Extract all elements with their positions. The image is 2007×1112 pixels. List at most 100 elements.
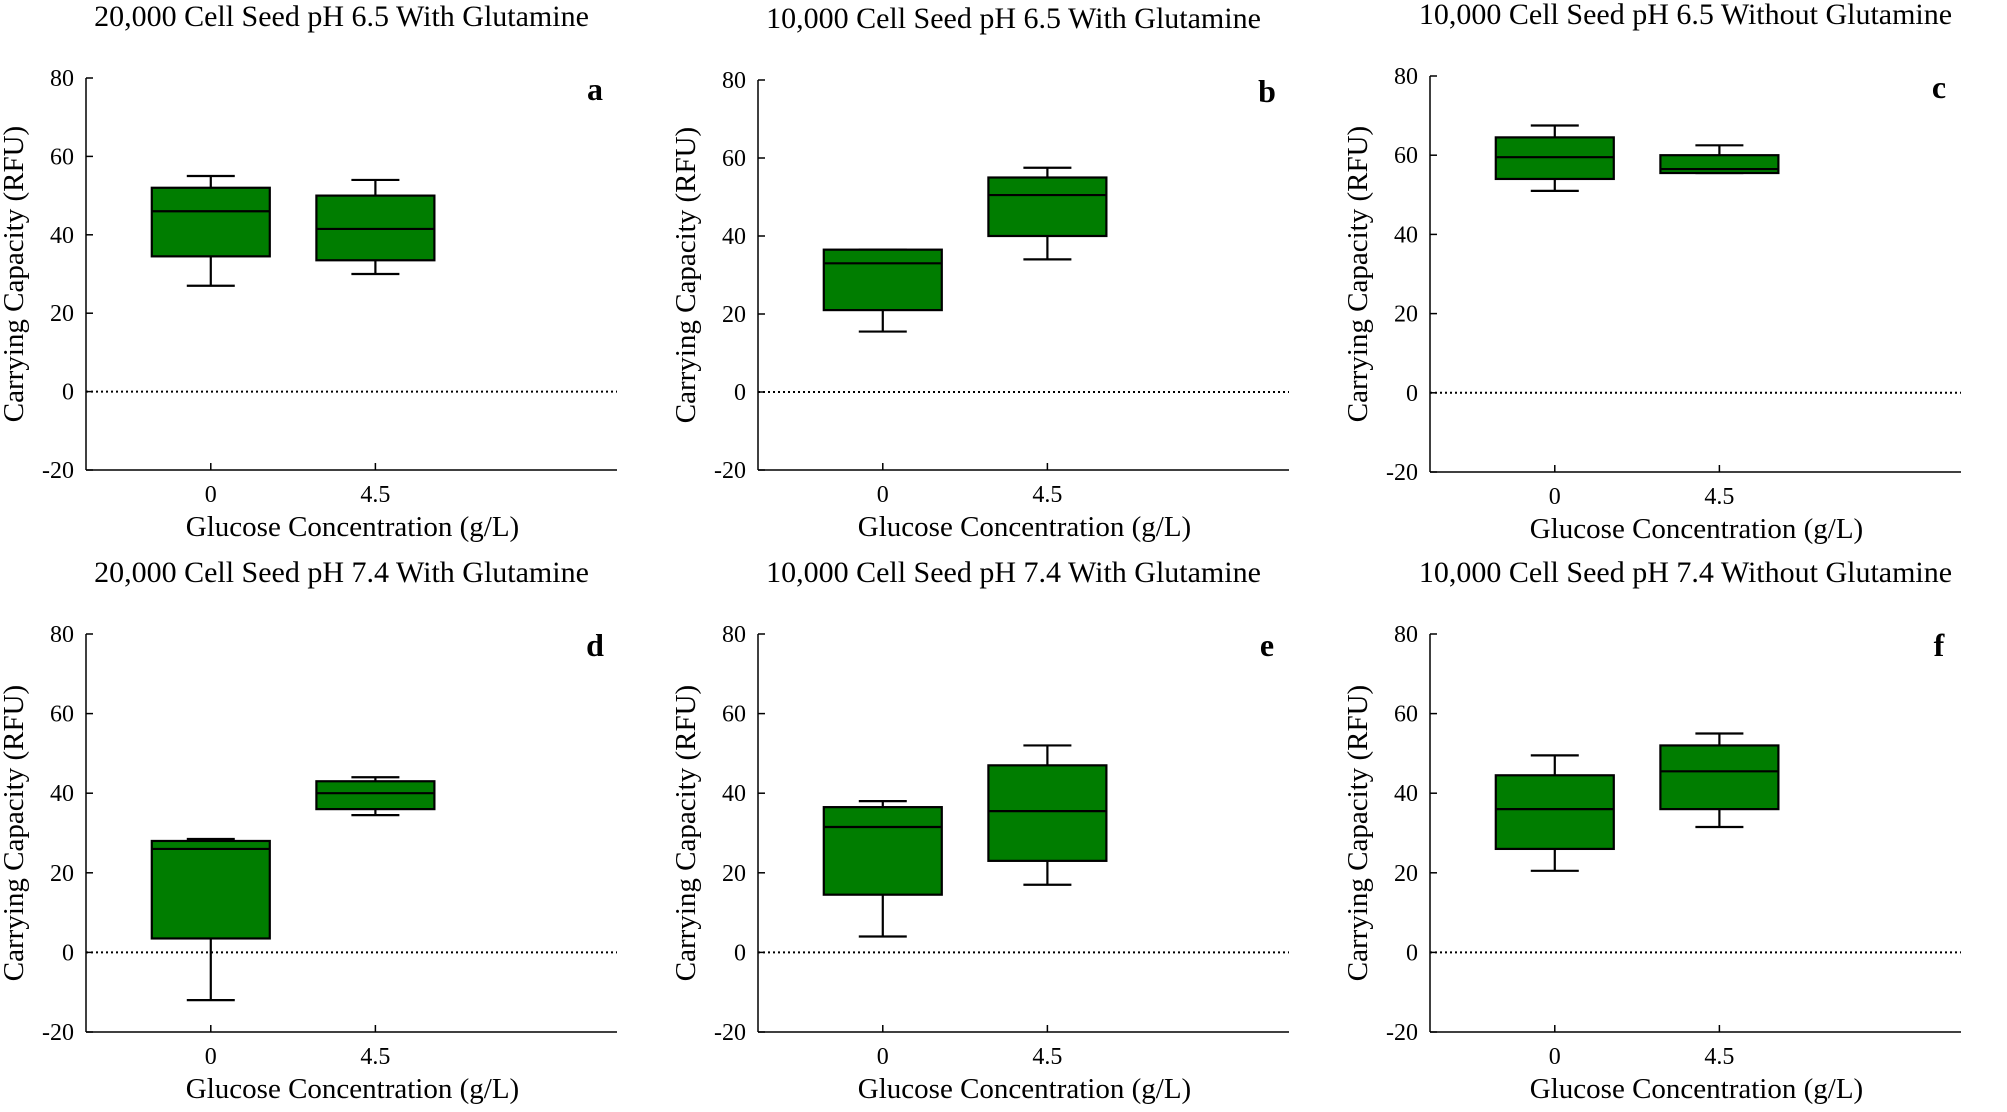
- x-axis-label: Glucose Concentration (g/L): [858, 511, 1191, 543]
- panel-e: 10,000 Cell Seed pH 7.4 With Glutamine e -…: [670, 556, 1289, 1105]
- y-tick-label: 60: [722, 146, 746, 172]
- panel-f: 10,000 Cell Seed pH 7.4 Without Glutamin…: [1342, 556, 1961, 1105]
- box-0: [822, 800, 943, 938]
- y-tick-label: -20: [42, 458, 74, 484]
- box-0: [1494, 124, 1615, 192]
- box-0: [150, 174, 271, 287]
- y-tick-label: 0: [734, 940, 746, 966]
- x-tick-label: 0: [1549, 1044, 1561, 1070]
- x-tick-label: 4.5: [1032, 1044, 1062, 1070]
- panel-title: 20,000 Cell Seed pH 7.4 With Glutamine: [94, 556, 589, 589]
- panel-b: 10,000 Cell Seed pH 6.5 With Glutamine b -…: [670, 2, 1289, 543]
- x-axis-label: Glucose Concentration (g/L): [186, 1073, 519, 1105]
- panel-a: 20,000 Cell Seed pH 6.5 With Glutamine a -…: [0, 0, 617, 543]
- y-tick-label: 80: [722, 622, 746, 648]
- iqr-box: [822, 806, 943, 896]
- y-tick-label: -20: [1386, 460, 1418, 486]
- y-tick-label: -20: [714, 1020, 746, 1046]
- y-tick-label: 0: [1406, 381, 1418, 407]
- panel-letter: d: [586, 627, 604, 663]
- y-tick-label: 40: [1394, 781, 1418, 807]
- iqr-box: [1659, 744, 1780, 811]
- y-tick-label: 20: [722, 302, 746, 328]
- y-tick-label: 0: [1406, 940, 1418, 966]
- iqr-box: [987, 764, 1108, 862]
- panel-c: 10,000 Cell Seed pH 6.5 Without Glutamin…: [1342, 0, 1961, 545]
- panel-letter: b: [1258, 73, 1276, 109]
- x-tick-label: 4.5: [1032, 482, 1062, 508]
- panel-d: 20,000 Cell Seed pH 7.4 With Glutamine d -…: [0, 556, 617, 1105]
- panel-title: 10,000 Cell Seed pH 7.4 With Glutamine: [766, 556, 1261, 589]
- y-axis-label: Carrying Capacity (RFU): [1342, 126, 1374, 422]
- y-tick-label: 80: [722, 68, 746, 94]
- panel-title: 10,000 Cell Seed pH 6.5 Without Glutamin…: [1419, 0, 1952, 31]
- panel-letter: a: [587, 71, 603, 107]
- x-axis-label: Glucose Concentration (g/L): [858, 1073, 1191, 1105]
- x-tick-label: 4.5: [360, 482, 390, 508]
- y-tick-label: 60: [722, 702, 746, 728]
- x-tick-label: 0: [877, 1044, 889, 1070]
- y-tick-label: 80: [50, 66, 74, 92]
- y-axis-label: Carrying Capacity (RFU): [670, 127, 702, 423]
- x-tick-label: 4.5: [1704, 484, 1734, 510]
- iqr-box: [150, 186, 271, 258]
- y-tick-label: 0: [62, 380, 74, 406]
- x-tick-label: 4.5: [360, 1044, 390, 1070]
- y-tick-label: 0: [62, 940, 74, 966]
- iqr-box: [1659, 154, 1780, 175]
- x-tick-label: 4.5: [1704, 1044, 1734, 1070]
- panel-letter: e: [1260, 627, 1274, 663]
- y-tick-label: 0: [734, 380, 746, 406]
- iqr-box: [1494, 774, 1615, 851]
- box-0: [150, 837, 271, 1002]
- box-4-5: [987, 744, 1108, 886]
- y-tick-label: 40: [1394, 222, 1418, 248]
- iqr-box: [315, 780, 436, 811]
- iqr-box: [150, 839, 271, 940]
- y-axis-label: Carrying Capacity (RFU): [670, 685, 702, 981]
- y-tick-label: -20: [42, 1020, 74, 1046]
- y-axis-label: Carrying Capacity (RFU): [0, 126, 30, 422]
- y-tick-label: 60: [1394, 143, 1418, 169]
- y-tick-label: 20: [50, 301, 74, 327]
- y-tick-label: 40: [722, 781, 746, 807]
- box-4-5: [987, 166, 1108, 261]
- y-axis-label: Carrying Capacity (RFU): [1342, 685, 1374, 981]
- y-tick-label: 20: [1394, 861, 1418, 887]
- panel-title: 10,000 Cell Seed pH 7.4 Without Glutamin…: [1419, 556, 1952, 589]
- box-4-5: [315, 178, 436, 276]
- y-tick-label: 20: [1394, 302, 1418, 328]
- box-0: [1494, 754, 1615, 872]
- box-4-5: [315, 776, 436, 817]
- box-4-5: [1659, 144, 1780, 175]
- box-0: [822, 248, 943, 333]
- iqr-box: [987, 176, 1108, 238]
- y-tick-label: -20: [714, 458, 746, 484]
- x-tick-label: 0: [205, 482, 217, 508]
- y-tick-label: 80: [1394, 64, 1418, 90]
- x-axis-label: Glucose Concentration (g/L): [1530, 513, 1863, 545]
- panel-letter: c: [1932, 69, 1946, 105]
- y-tick-label: 60: [50, 144, 74, 170]
- y-axis-label: Carrying Capacity (RFU): [0, 685, 30, 981]
- panel-title: 10,000 Cell Seed pH 6.5 With Glutamine: [766, 2, 1261, 35]
- x-axis-label: Glucose Concentration (g/L): [186, 511, 519, 543]
- x-tick-label: 0: [877, 482, 889, 508]
- y-tick-label: 60: [50, 702, 74, 728]
- y-tick-label: 80: [1394, 622, 1418, 648]
- iqr-box: [822, 248, 943, 312]
- y-tick-label: 40: [50, 223, 74, 249]
- panel-title: 20,000 Cell Seed pH 6.5 With Glutamine: [94, 0, 589, 33]
- panel-letter: f: [1934, 627, 1945, 663]
- y-tick-label: 60: [1394, 702, 1418, 728]
- y-tick-label: 40: [722, 224, 746, 250]
- y-tick-label: 20: [50, 861, 74, 887]
- x-axis-label: Glucose Concentration (g/L): [1530, 1073, 1863, 1105]
- y-tick-label: -20: [1386, 1020, 1418, 1046]
- x-tick-label: 0: [1549, 484, 1561, 510]
- y-tick-label: 40: [50, 781, 74, 807]
- x-tick-label: 0: [205, 1044, 217, 1070]
- box-4-5: [1659, 732, 1780, 829]
- y-tick-label: 20: [722, 861, 746, 887]
